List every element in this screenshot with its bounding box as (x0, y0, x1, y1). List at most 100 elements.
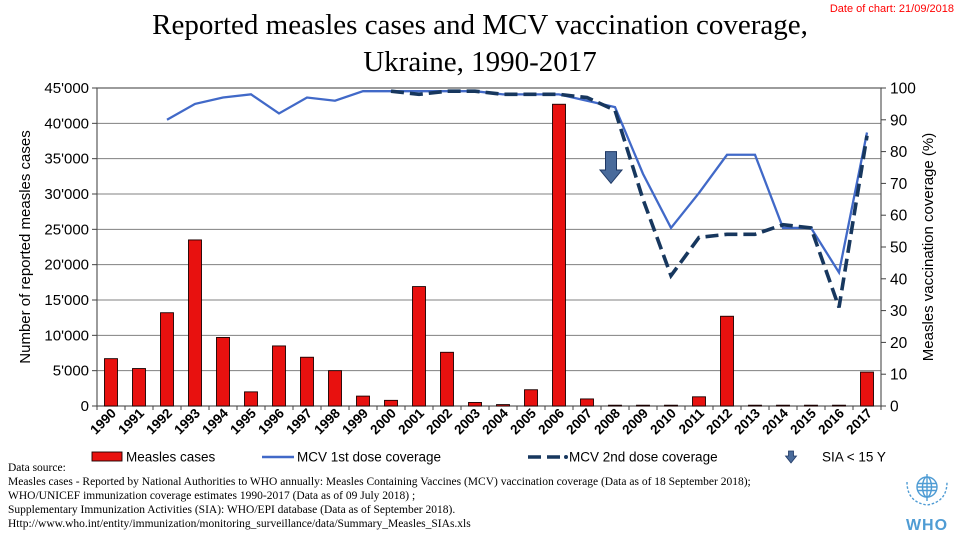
measles-cases-bar (216, 337, 230, 407)
measles-cases-bar (188, 239, 202, 407)
x-axis-year-label: 2007 (563, 406, 595, 438)
x-axis-year-label: 1999 (339, 406, 371, 438)
legend-label: Measles cases (126, 450, 216, 465)
measles-cases-bar (496, 404, 510, 407)
measles-cases-bar (692, 396, 706, 407)
footer-line: Data source: (8, 462, 66, 474)
right-axis-tick-label: 10 (890, 367, 908, 384)
x-axis-year-label: 2013 (731, 405, 763, 437)
left-axis-tick-label: 35'000 (44, 151, 89, 168)
x-axis-year-label: 1994 (199, 405, 231, 437)
measles-cases-bar (132, 368, 146, 407)
x-axis-year-label: 2008 (591, 405, 623, 437)
x-axis-year-label: 2014 (759, 405, 791, 437)
footer-line: Supplementary Immunization Activities (S… (8, 503, 456, 516)
x-axis-year-label: 1997 (283, 406, 315, 438)
x-axis-year-label: 2017 (843, 406, 875, 438)
measles-cases-bar (160, 312, 174, 407)
x-axis-year-label: 1991 (115, 405, 147, 437)
chart-title-line2: Ukraine, 1990-2017 (363, 46, 597, 78)
x-axis-year-label: 1996 (255, 405, 287, 437)
left-axis-tick-label: 40'000 (44, 115, 89, 132)
who-logo-text: WHO (905, 517, 949, 534)
measles-cases-bar (832, 404, 846, 407)
measles-cases-bar (328, 370, 342, 407)
measles-cases-bar (552, 103, 566, 407)
measles-cases-bar (356, 395, 370, 407)
left-axis-tick-label: 5'000 (53, 363, 89, 380)
measles-cases-bar (244, 391, 258, 407)
left-axis-tick-label: 30'000 (44, 186, 89, 203)
footer-line: Measles cases - Reported by National Aut… (8, 475, 751, 488)
right-axis-tick-label: 90 (890, 112, 908, 129)
sia-arrow-marker (598, 151, 624, 185)
x-axis-year-label: 2005 (507, 405, 539, 437)
x-axis-year-label: 2006 (535, 405, 567, 437)
measles-cases-bar (608, 404, 622, 407)
x-axis-year-label: 2015 (787, 405, 819, 437)
measles-cases-bar (748, 404, 762, 407)
x-axis-year-label: 2001 (395, 405, 427, 437)
chart-title-line1: Reported measles cases and MCV vaccinati… (152, 9, 808, 41)
right-axis-tick-label: 100 (890, 81, 916, 98)
measles-cases-bar (860, 371, 874, 407)
left-axis-tick-label: 15'000 (44, 292, 89, 309)
legend-bar-swatch (91, 451, 123, 462)
who-emblem-icon (906, 474, 948, 506)
legend-label: SIA < 15 Y (822, 450, 886, 465)
left-axis-tick-label: 25'000 (44, 221, 89, 238)
right-axis-tick-label: 30 (890, 303, 908, 320)
measles-cases-bar (720, 315, 734, 407)
plot-border (96, 87, 882, 407)
measles-cases-bar (468, 402, 482, 407)
right-axis-tick-label: 80 (890, 144, 908, 161)
right-axis-tick-label: 70 (890, 176, 908, 193)
measles-cases-bar (440, 351, 454, 407)
x-axis-year-label: 2003 (451, 405, 483, 437)
x-axis-year-label: 1998 (311, 405, 343, 437)
legend-label: MCV 2nd dose coverage (569, 450, 718, 465)
right-axis-title: Measles vaccination coverage (%) (920, 133, 937, 361)
x-axis-year-label: 2000 (367, 406, 399, 438)
legend-arrow-swatch (784, 450, 798, 464)
right-axis-tick-label: 0 (890, 399, 899, 416)
x-axis-year-label: 2004 (479, 405, 511, 437)
right-axis-tick-label: 60 (890, 208, 908, 225)
measles-cases-bar (104, 358, 118, 407)
legend-label: MCV 1st dose coverage (297, 450, 441, 465)
measles-cases-bar (580, 398, 594, 407)
x-axis-year-label: 2002 (423, 406, 455, 438)
x-axis-year-label: 1990 (87, 406, 119, 438)
measles-cases-bar (664, 404, 678, 407)
mcv2-coverage-line (390, 89, 869, 309)
footer-line: Http://www.who.int/entity/immunization/m… (8, 517, 471, 530)
measles-cases-bar (412, 286, 426, 407)
x-axis-year-label: 2012 (703, 406, 735, 438)
measles-cases-bar (384, 399, 398, 407)
measles-cases-bar (636, 404, 650, 407)
left-axis-tick-label: 45'000 (44, 80, 89, 97)
x-axis-year-label: 2011 (676, 405, 708, 437)
left-axis-tick-label: 0 (81, 398, 89, 415)
x-axis-year-label: 1995 (227, 405, 259, 437)
x-axis-year-label: 1993 (171, 405, 203, 437)
x-axis-year-label: 2016 (815, 405, 847, 437)
footer-line: WHO/UNICEF immunization coverage estimat… (8, 489, 416, 502)
date-of-chart-label: Date of chart: 21/09/2018 (829, 3, 954, 15)
right-axis-tick-label: 40 (890, 271, 908, 288)
measles-cases-bar (776, 404, 790, 407)
x-axis-year-label: 1992 (143, 406, 175, 438)
legend-dash-dot (564, 455, 568, 459)
right-axis-tick-label: 20 (890, 335, 908, 352)
data-source-footer: Data source: Measles cases - Reported by… (8, 462, 768, 532)
left-axis-title: Number of reported measles cases (17, 130, 34, 363)
left-axis-tick-label: 20'000 (44, 257, 89, 274)
x-axis-year-label: 2010 (647, 406, 679, 438)
left-axis-tick-label: 10'000 (44, 327, 89, 344)
measles-cases-bar (300, 356, 314, 407)
chart-title: Reported measles cases and MCV vaccinati… (0, 7, 960, 81)
mcv1-coverage-line (166, 90, 869, 276)
right-axis-tick-label: 50 (890, 240, 908, 257)
who-logo: WHO (898, 472, 956, 535)
